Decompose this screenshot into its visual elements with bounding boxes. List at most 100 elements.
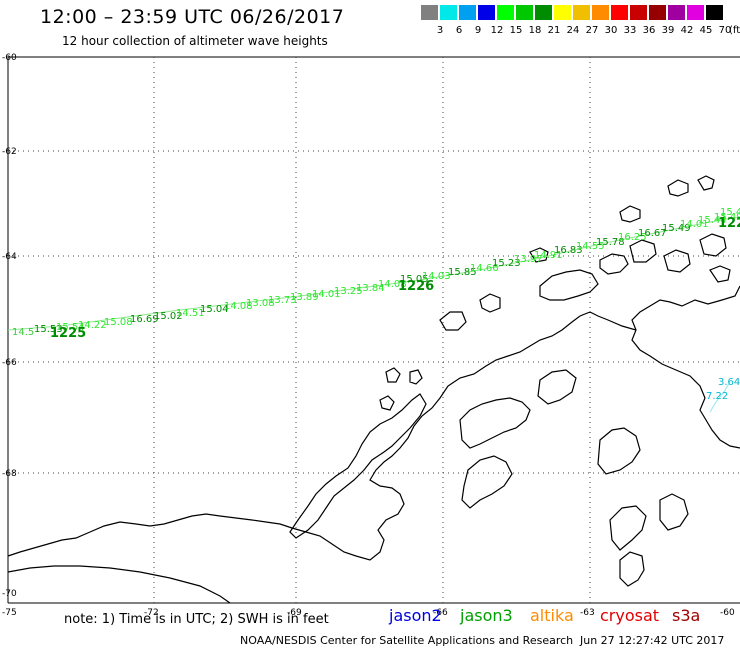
wave-height-label: 14.55: [576, 241, 605, 252]
lat-label: -60: [2, 53, 17, 63]
map-frame: [7, 56, 740, 604]
lon-label: -63: [580, 608, 595, 618]
lat-label: -62: [2, 147, 17, 157]
wave-height-label: 15.44: [698, 215, 727, 226]
pass-time-labels: 1225 1226 122: [50, 216, 740, 341]
scale-swatch: [478, 5, 495, 20]
wave-height-label: 14.51: [176, 308, 205, 319]
wave-height-label: 13.84: [356, 283, 385, 294]
jason2-wave-labels: 3.64 7.22: [706, 377, 740, 402]
wave-height-label: 14.01: [312, 289, 341, 300]
wave-height-label: 15.05: [400, 274, 429, 285]
pass-time-label: 1226: [398, 279, 434, 294]
lon-label: -75: [2, 608, 17, 618]
wave-height-label: 15.49: [714, 212, 740, 223]
wave-height-label: 15.49: [662, 223, 691, 234]
wave-height-label: 15.23: [492, 258, 521, 269]
coastline: [7, 175, 740, 604]
scale-label: 21: [547, 25, 561, 36]
wave-height-label: 15.02: [154, 311, 183, 322]
satellite-legend-cryosat: cryosat: [600, 606, 660, 625]
scale-label: 3: [436, 25, 444, 36]
lat-label: -66: [2, 358, 17, 368]
note-text: note: 1) Time is in UTC; 2) SWH is in fe…: [64, 612, 329, 627]
scale-label: 27: [585, 25, 599, 36]
lon-label: -72: [144, 608, 159, 618]
scale-label: 36: [642, 25, 656, 36]
scale-label: 70: [718, 25, 732, 36]
wave-height-label: 14.01: [680, 219, 709, 230]
jason3-track-line: [7, 216, 740, 331]
wave-height-label: 15.78: [596, 237, 625, 248]
scale-swatch: [421, 5, 438, 20]
scale-swatch: [497, 5, 514, 20]
scale-swatch: [649, 5, 666, 20]
scale-swatch: [706, 5, 723, 20]
scale-label: 30: [604, 25, 618, 36]
generation-timestamp: Jun 27 12:27:42 UTC 2017: [580, 634, 725, 647]
map-title: 12:00 – 23:59 UTC 06/26/2017: [40, 6, 345, 28]
scale-label: 9: [474, 25, 482, 36]
map-subtitle: 12 hour collection of altimeter wave hei…: [62, 34, 328, 48]
satellite-legend-s3a: s3a: [672, 606, 701, 625]
scale-unit: (ft): [729, 25, 740, 36]
graticule: [8, 57, 740, 603]
scale-label: 45: [699, 25, 713, 36]
wave-height-label: 14.66: [470, 263, 499, 274]
wave-height-label: 14.08: [224, 301, 253, 312]
jason2-track-line: [709, 381, 731, 413]
wave-height-label: 13.25: [334, 286, 363, 297]
credit-text: NOAA/NESDIS Center for Satellite Applica…: [240, 634, 574, 647]
lon-label: -60: [720, 608, 735, 618]
scale-swatch: [687, 5, 704, 20]
scale-swatch: [516, 5, 533, 20]
wave-height-label: 13.73: [268, 295, 297, 306]
wave-height-label: 15.08: [104, 317, 133, 328]
scale-label: 18: [528, 25, 542, 36]
lat-label: -68: [2, 469, 17, 479]
wave-height-label: 14.08: [378, 279, 407, 290]
wave-height-label: 14.5: [12, 327, 34, 338]
latitude-labels: -60 -62 -64 -66 -68 -70: [2, 53, 17, 599]
pass-time-label: 122: [718, 216, 740, 231]
jason3-wave-labels: 14.5 15.53 15.54 14.22 15.08 16.69 15.02…: [12, 207, 740, 338]
wave-height-label: 16.25: [618, 232, 647, 243]
wave-height-label: 14.91: [534, 250, 563, 261]
satellite-legend-jason2: jason2: [389, 606, 442, 625]
scale-label: 42: [680, 25, 694, 36]
scale-swatch: [630, 5, 647, 20]
wave-height-label: 15.85: [448, 267, 477, 278]
scale-label: 6: [455, 25, 463, 36]
scale-label: 12: [490, 25, 504, 36]
satellite-legend-jason3: jason3: [460, 606, 513, 625]
wave-height-label: 13.08: [246, 298, 275, 309]
pass-time-label: 1225: [50, 326, 86, 341]
wave-height-label: 3.64: [718, 377, 740, 388]
wave-height-label: 15.04: [200, 304, 229, 315]
wave-height-label: 13.97: [514, 254, 543, 265]
scale-swatch: [668, 5, 685, 20]
wave-height-label: 14.03: [422, 271, 451, 282]
scale-label: 39: [661, 25, 675, 36]
wave-height-label: 16.69: [130, 314, 159, 325]
scale-swatch: [592, 5, 609, 20]
scale-swatch: [554, 5, 571, 20]
lat-label: -64: [2, 252, 17, 262]
scale-swatch: [535, 5, 552, 20]
scale-swatch: [459, 5, 476, 20]
scale-label: 33: [623, 25, 637, 36]
wave-height-label: 13.89: [290, 292, 319, 303]
scale-swatch: [440, 5, 457, 20]
satellite-legend-altika: altika: [530, 606, 574, 625]
wave-height-label: 16.67: [638, 228, 667, 239]
lon-label: -66: [433, 608, 448, 618]
scale-label: 24: [566, 25, 580, 36]
scale-label: 15: [509, 25, 523, 36]
lon-label: -69: [287, 608, 302, 618]
wave-height-label: 7.22: [706, 391, 728, 402]
lat-label: -70: [2, 589, 17, 599]
wave-height-label: 15.53: [34, 324, 63, 335]
longitude-labels: -75 -72 -69 -66 -63 -60: [2, 608, 735, 618]
wave-height-label: 14.22: [78, 320, 107, 331]
